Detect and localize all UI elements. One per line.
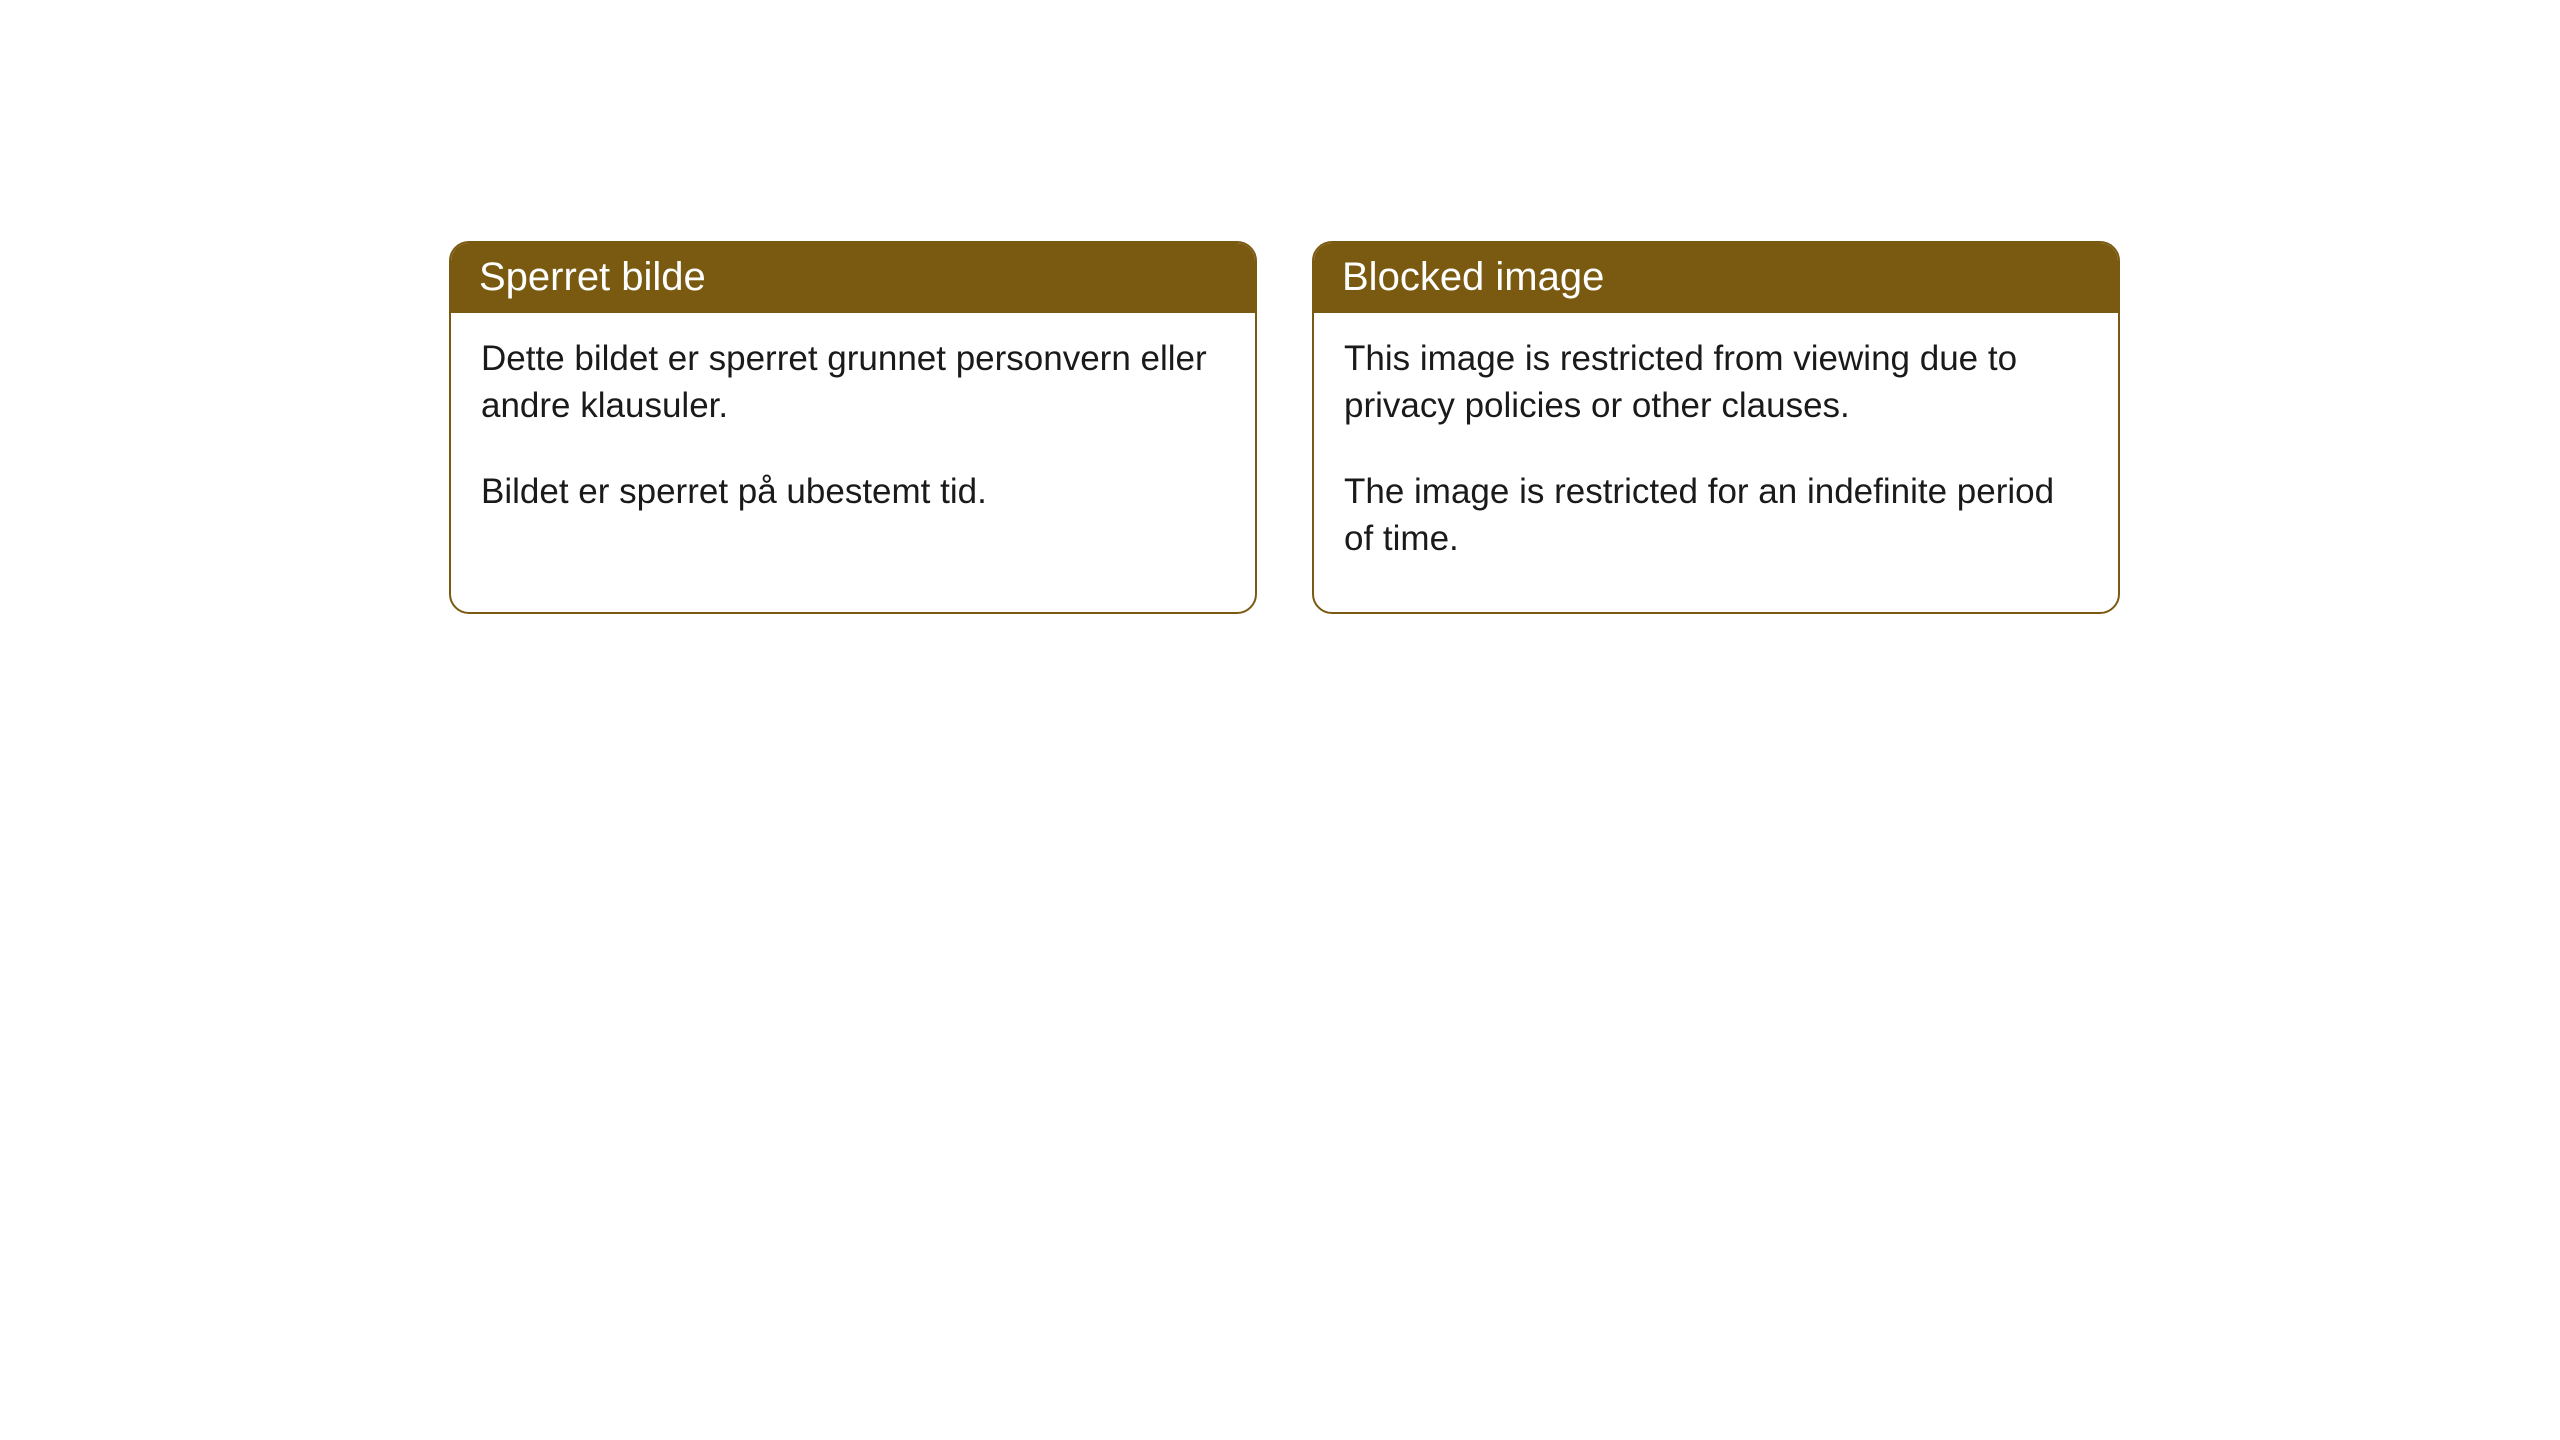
blocked-image-card-english: Blocked image This image is restricted f… — [1312, 241, 2120, 614]
card-body: Dette bildet er sperret grunnet personve… — [451, 313, 1255, 565]
card-paragraph-1: This image is restricted from viewing du… — [1344, 335, 2088, 430]
card-paragraph-2: Bildet er sperret på ubestemt tid. — [481, 468, 1225, 515]
card-header: Sperret bilde — [451, 243, 1255, 313]
card-header: Blocked image — [1314, 243, 2118, 313]
blocked-image-card-norwegian: Sperret bilde Dette bildet er sperret gr… — [449, 241, 1257, 614]
card-body: This image is restricted from viewing du… — [1314, 313, 2118, 612]
card-paragraph-1: Dette bildet er sperret grunnet personve… — [481, 335, 1225, 430]
card-paragraph-2: The image is restricted for an indefinit… — [1344, 468, 2088, 563]
notice-cards-container: Sperret bilde Dette bildet er sperret gr… — [449, 241, 2120, 614]
